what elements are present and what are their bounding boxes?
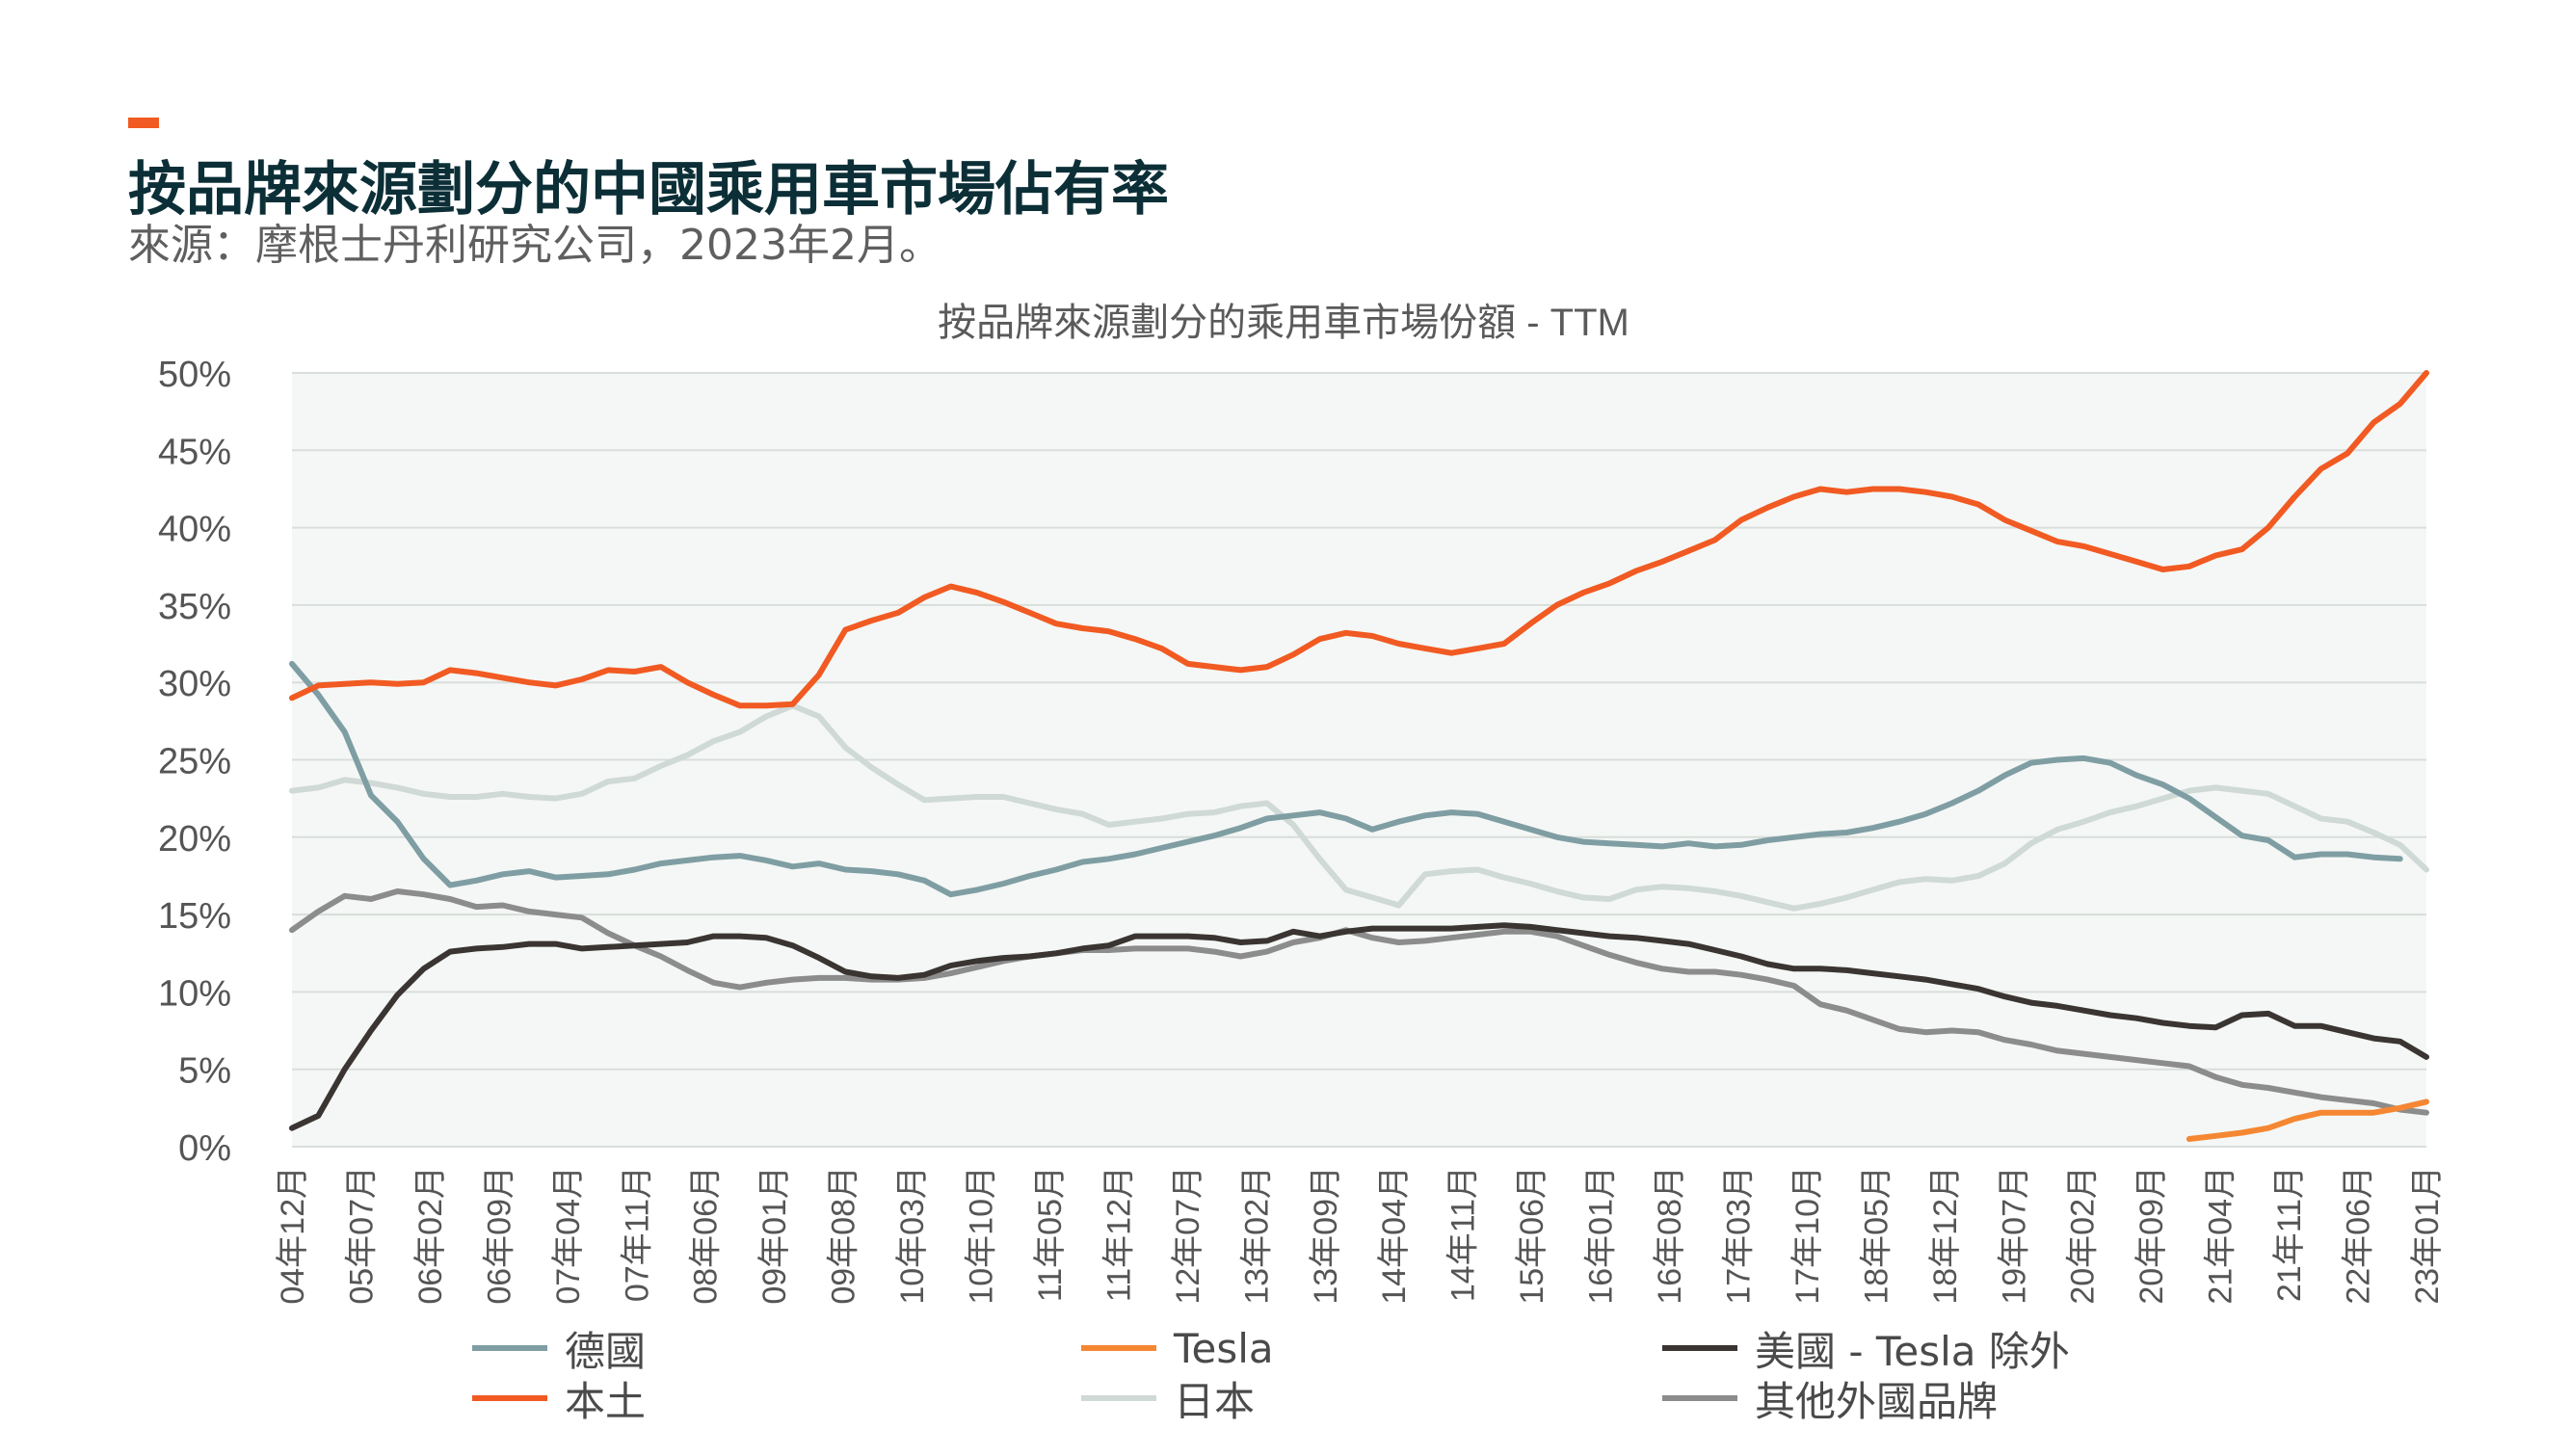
legend-label-us-ex-tesla: 美國 - Tesla 除外: [1755, 1327, 2070, 1375]
legend-swatch: [1081, 1395, 1156, 1401]
y-tick-label: 50%: [158, 355, 231, 395]
legend-swatch: [472, 1395, 547, 1401]
x-tick-label: 09年01月: [756, 1166, 793, 1305]
x-tick-label: 07年04月: [550, 1166, 587, 1305]
legend-swatch: [1662, 1345, 1737, 1351]
x-tick-label: 19年07月: [1996, 1166, 2032, 1305]
x-tick-label: 20年09月: [2133, 1166, 2170, 1305]
legend-label-japan: 日本: [1174, 1377, 1256, 1425]
x-tick-label: 06年02月: [412, 1166, 449, 1305]
x-tick-label: 14年11月: [1445, 1166, 1482, 1302]
x-tick-label: 05年07月: [343, 1166, 380, 1305]
x-tick-label: 17年03月: [1720, 1166, 1757, 1305]
legend-swatch: [472, 1345, 547, 1351]
legend-item-japan: 日本: [1081, 1375, 1255, 1425]
series-line: [289, 660, 2403, 898]
legend-item-tesla: Tesla: [1081, 1324, 1274, 1372]
series-line: [289, 370, 2429, 709]
x-tick-label: 21年04月: [2203, 1166, 2239, 1305]
x-tick-label: 18年05月: [1858, 1166, 1894, 1305]
y-tick-label: 0%: [178, 1128, 231, 1169]
y-tick-label: 10%: [158, 973, 231, 1014]
page-subtitle: 來源：摩根士丹利研究公司，2023年2月。: [128, 221, 941, 270]
x-tick-label: 12年07月: [1170, 1166, 1206, 1305]
x-tick-label: 14年04月: [1376, 1166, 1413, 1305]
series-line: [289, 888, 2429, 1116]
x-tick-label: 15年06月: [1514, 1166, 1550, 1305]
x-tick-label: 08年06月: [688, 1166, 725, 1305]
legend-swatch: [1662, 1395, 1737, 1401]
x-tick-label: 11年12月: [1100, 1166, 1137, 1302]
x-tick-label: 10年03月: [894, 1166, 931, 1305]
x-tick-label: 16年01月: [1583, 1166, 1620, 1305]
legend-item-germany: 德國: [472, 1325, 646, 1375]
x-tick-label: 18年12月: [1927, 1166, 1964, 1305]
x-tick-label: 23年01月: [2409, 1166, 2446, 1305]
y-tick-label: 45%: [158, 432, 231, 472]
series-line: [289, 922, 2429, 1131]
title-accent-bar: [128, 118, 159, 128]
chart-title: 按品牌來源劃分的乘用車市場份額 - TTM: [938, 302, 1629, 344]
y-tick-label: 15%: [158, 896, 231, 937]
series-line: [289, 702, 2429, 912]
x-tick-label: 04年12月: [275, 1166, 311, 1305]
x-tick-label: 13年09月: [1308, 1166, 1344, 1305]
x-tick-label: 17年10月: [1789, 1166, 1826, 1305]
x-tick-label: 13年02月: [1238, 1166, 1275, 1305]
x-tick-label: 06年09月: [481, 1166, 517, 1305]
legend-item-us-ex-tesla: 美國 - Tesla 除外: [1662, 1325, 2070, 1375]
legend-label-other-foreign: 其他外國品牌: [1755, 1377, 1999, 1425]
x-tick-label: 16年08月: [1652, 1166, 1688, 1305]
y-tick-label: 5%: [178, 1051, 231, 1092]
y-tick-label: 25%: [158, 742, 231, 782]
page-title: 按品牌來源劃分的中國乘用車市場佔有率: [128, 156, 1169, 224]
x-tick-label: 21年11月: [2271, 1166, 2308, 1302]
y-tick-label: 20%: [158, 819, 231, 860]
y-tick-label: 30%: [158, 664, 231, 704]
legend-swatch: [1081, 1345, 1156, 1351]
legend-label-tesla: Tesla: [1174, 1324, 1274, 1372]
x-tick-label: 07年11月: [619, 1166, 655, 1302]
x-tick-label: 22年06月: [2341, 1166, 2377, 1305]
x-tick-label: 11年05月: [1032, 1166, 1069, 1302]
legend-item-other-foreign: 其他外國品牌: [1662, 1375, 1998, 1425]
y-tick-label: 40%: [158, 510, 231, 550]
chart-legend: 德國 本土 Tesla 日本 美國 - Tesla 除外 其他外國品牌: [0, 1325, 2570, 1456]
legend-label-domestic: 本土: [565, 1377, 647, 1425]
x-tick-label: 09年08月: [826, 1166, 862, 1305]
series-line: [2186, 1099, 2429, 1142]
legend-item-domestic: 本土: [472, 1375, 646, 1425]
x-tick-label: 20年02月: [2065, 1166, 2102, 1305]
x-tick-label: 10年10月: [964, 1166, 1000, 1305]
legend-label-germany: 德國: [565, 1327, 647, 1375]
y-tick-label: 35%: [158, 587, 231, 627]
